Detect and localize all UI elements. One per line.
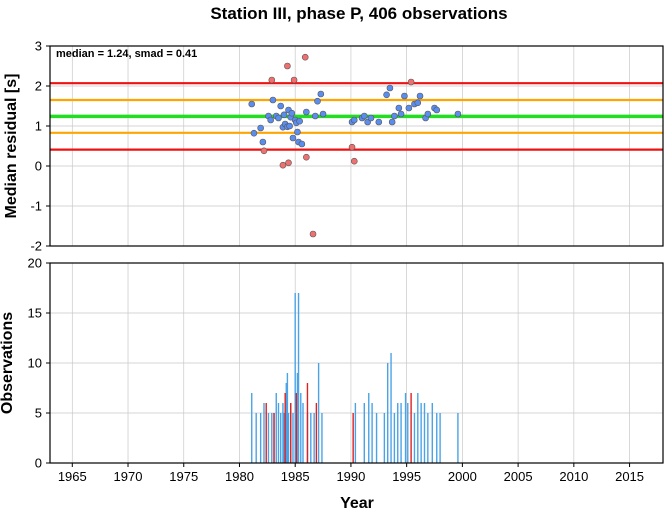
residual-point: [386, 84, 394, 92]
residual-point: [280, 111, 288, 119]
residual-point: [361, 112, 368, 120]
y-tick-label: 3: [35, 39, 42, 54]
residual-point: [350, 116, 358, 124]
residual-point: [314, 97, 321, 105]
y-tick-label: 2: [35, 79, 42, 94]
x-tick-label: 2005: [504, 469, 533, 484]
residual-point: [414, 99, 422, 107]
residual-point: [424, 110, 432, 118]
residual-point: [267, 116, 274, 124]
residual-point: [290, 76, 298, 84]
residual-point: [416, 92, 424, 100]
residual-point: [388, 118, 396, 126]
reference-lines: [50, 82, 663, 151]
residual-point: [289, 134, 297, 142]
chart-title: Station III, phase P, 406 observations: [210, 4, 507, 23]
y-tick-label: 5: [35, 406, 42, 421]
residual-point: [319, 110, 327, 118]
x-tick-label: 1965: [58, 469, 87, 484]
residual-point: [309, 230, 317, 238]
stats-annotation: median = 1.24, smad = 0.41: [56, 48, 197, 60]
residual-point: [294, 128, 301, 136]
observations-grid: [50, 263, 663, 463]
residual-point: [317, 90, 325, 98]
y-tick-label: -2: [30, 239, 42, 254]
residual-point: [257, 124, 264, 132]
residual-point: [303, 108, 310, 116]
x-tick-label: 1990: [336, 469, 365, 484]
residual-point: [375, 118, 383, 126]
residual-point: [407, 78, 415, 86]
observations-y-ticks: 0 5 10 15 20: [28, 256, 50, 471]
residual-point: [397, 110, 405, 118]
residual-point: [248, 100, 256, 108]
observation-bars: [251, 293, 459, 463]
residual-panel: -2 -1 0 1 2 3 median = 1.24, smad = 0.41 Medi…: [3, 39, 664, 254]
residual-point: [286, 122, 293, 130]
x-tick-label: 2000: [448, 469, 477, 484]
year-x-ticks: 1965 1970 1975 1980 1985 1990 1995 2000 2005 2010…: [58, 463, 644, 484]
x-tick-label: 2015: [615, 469, 644, 484]
residual-point: [298, 140, 306, 148]
residual-point: [454, 110, 462, 118]
x-tick-label: 1995: [392, 469, 421, 484]
residual-point: [433, 106, 441, 114]
residual-point: [285, 159, 292, 167]
year-x-axis-label: Year: [340, 495, 374, 511]
residual-point: [395, 104, 403, 112]
residual-point: [277, 102, 285, 110]
x-tick-label: 2010: [559, 469, 588, 484]
residual-point: [350, 157, 358, 165]
residual-point: [311, 112, 319, 120]
residual-point: [401, 92, 408, 100]
observations-panel: 0 5 10 15 20 1965 1970 1975 1980 1985 1990 1995 200…: [0, 256, 664, 511]
residual-point: [303, 153, 310, 161]
residual-y-ticks: -2 -1 0 1 2 3: [30, 39, 50, 254]
residual-point: [279, 161, 287, 169]
residual-point: [275, 114, 282, 122]
y-tick-label: -1: [30, 199, 42, 214]
residual-point: [301, 53, 309, 61]
y-tick-label: 0: [35, 159, 42, 174]
residual-point: [405, 104, 413, 112]
residual-point: [268, 76, 276, 84]
residual-points: [248, 53, 462, 238]
residual-point: [250, 129, 258, 137]
x-tick-label: 1970: [114, 469, 143, 484]
y-tick-label: 15: [28, 306, 42, 321]
residual-point: [260, 147, 268, 155]
y-tick-label: 0: [35, 456, 42, 471]
residual-plot-frame: [49, 45, 664, 247]
x-tick-label: 1985: [281, 469, 310, 484]
residual-grid: [50, 46, 663, 246]
residual-point: [348, 143, 356, 151]
residual-point: [367, 114, 375, 122]
y-tick-label: 20: [28, 256, 42, 271]
residual-point: [383, 91, 390, 99]
residual-point: [284, 62, 291, 70]
observations-y-axis-label: Observations: [0, 312, 16, 414]
y-tick-label: 10: [28, 356, 42, 371]
y-tick-label: 1: [35, 119, 42, 134]
x-tick-label: 1980: [225, 469, 254, 484]
x-tick-label: 1975: [169, 469, 198, 484]
residual-point: [269, 96, 277, 104]
residual-point: [391, 112, 398, 120]
residual-point: [259, 138, 267, 146]
residual-point: [296, 117, 303, 125]
residual-y-axis-label: Median residual [s]: [3, 74, 20, 219]
residual-point: [288, 109, 296, 117]
